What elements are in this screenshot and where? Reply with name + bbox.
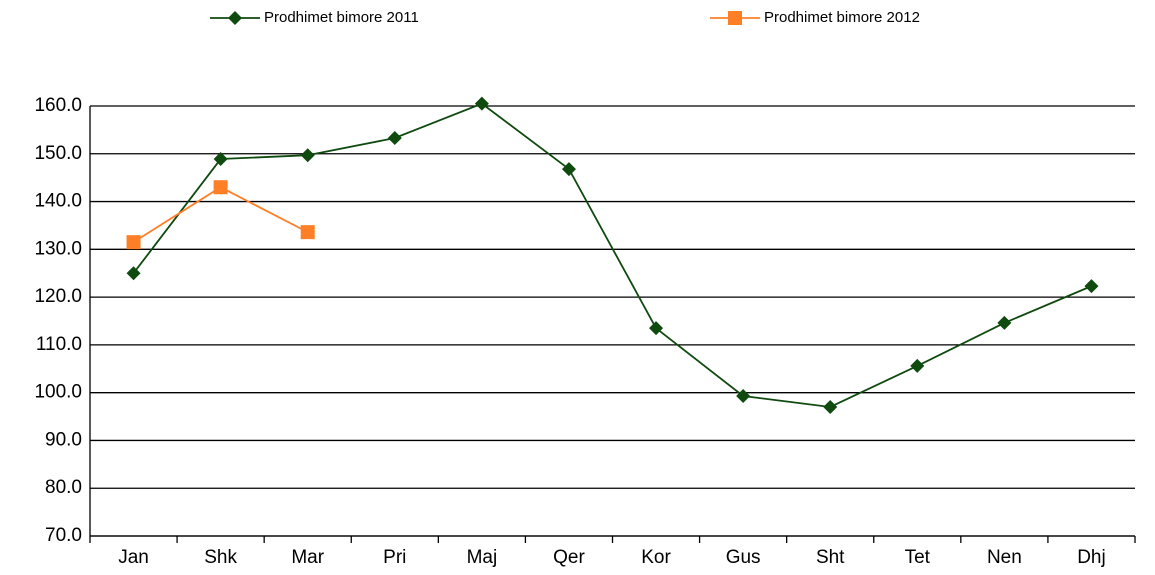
y-tick-label: 150.0 — [34, 143, 82, 164]
point — [910, 358, 925, 373]
point — [387, 131, 402, 146]
x-tick-label: Maj — [467, 547, 498, 568]
y-tick-label: 120.0 — [34, 286, 82, 307]
series-line — [132, 102, 1092, 408]
y-tick-label: 140.0 — [34, 191, 82, 212]
x-tick-label: Tet — [905, 547, 931, 568]
legend-label: Prodhimet bimore 2011 — [264, 9, 419, 26]
point — [736, 389, 751, 404]
point — [126, 235, 141, 250]
x-tick-label: Shk — [204, 547, 237, 568]
x-tick-label: Jan — [118, 547, 149, 568]
y-tick-label: 80.0 — [45, 477, 82, 498]
y-tick-label: 160.0 — [34, 95, 82, 116]
y-tick-label: 70.0 — [45, 525, 82, 546]
point — [300, 225, 315, 240]
y-tick-label: 90.0 — [45, 429, 82, 450]
point — [213, 152, 228, 167]
x-tick-label: Pri — [383, 547, 406, 568]
point — [997, 315, 1012, 330]
legend-marker — [728, 11, 742, 25]
x-tick-label: Nen — [987, 547, 1022, 568]
legend-marker — [228, 11, 242, 25]
point — [649, 321, 664, 336]
y-tick-label: 110.0 — [36, 334, 82, 355]
x-tick-label: Mar — [291, 547, 324, 568]
point — [823, 400, 838, 414]
point — [561, 162, 576, 177]
point — [474, 96, 489, 111]
x-tick-label: Sht — [816, 547, 845, 568]
point — [213, 180, 228, 195]
x-tick-label: Kor — [641, 547, 671, 568]
point — [300, 148, 315, 163]
x-tick-label: Dhj — [1077, 547, 1106, 568]
x-tick-label: Qer — [553, 547, 585, 568]
point — [126, 266, 141, 281]
x-tick-label: Gus — [726, 547, 761, 568]
y-tick-label: 130.0 — [34, 238, 82, 259]
y-tick-label: 100.0 — [34, 382, 82, 403]
series-line — [133, 186, 309, 243]
point — [1084, 279, 1099, 294]
legend-label: Prodhimet bimore 2012 — [764, 9, 920, 26]
